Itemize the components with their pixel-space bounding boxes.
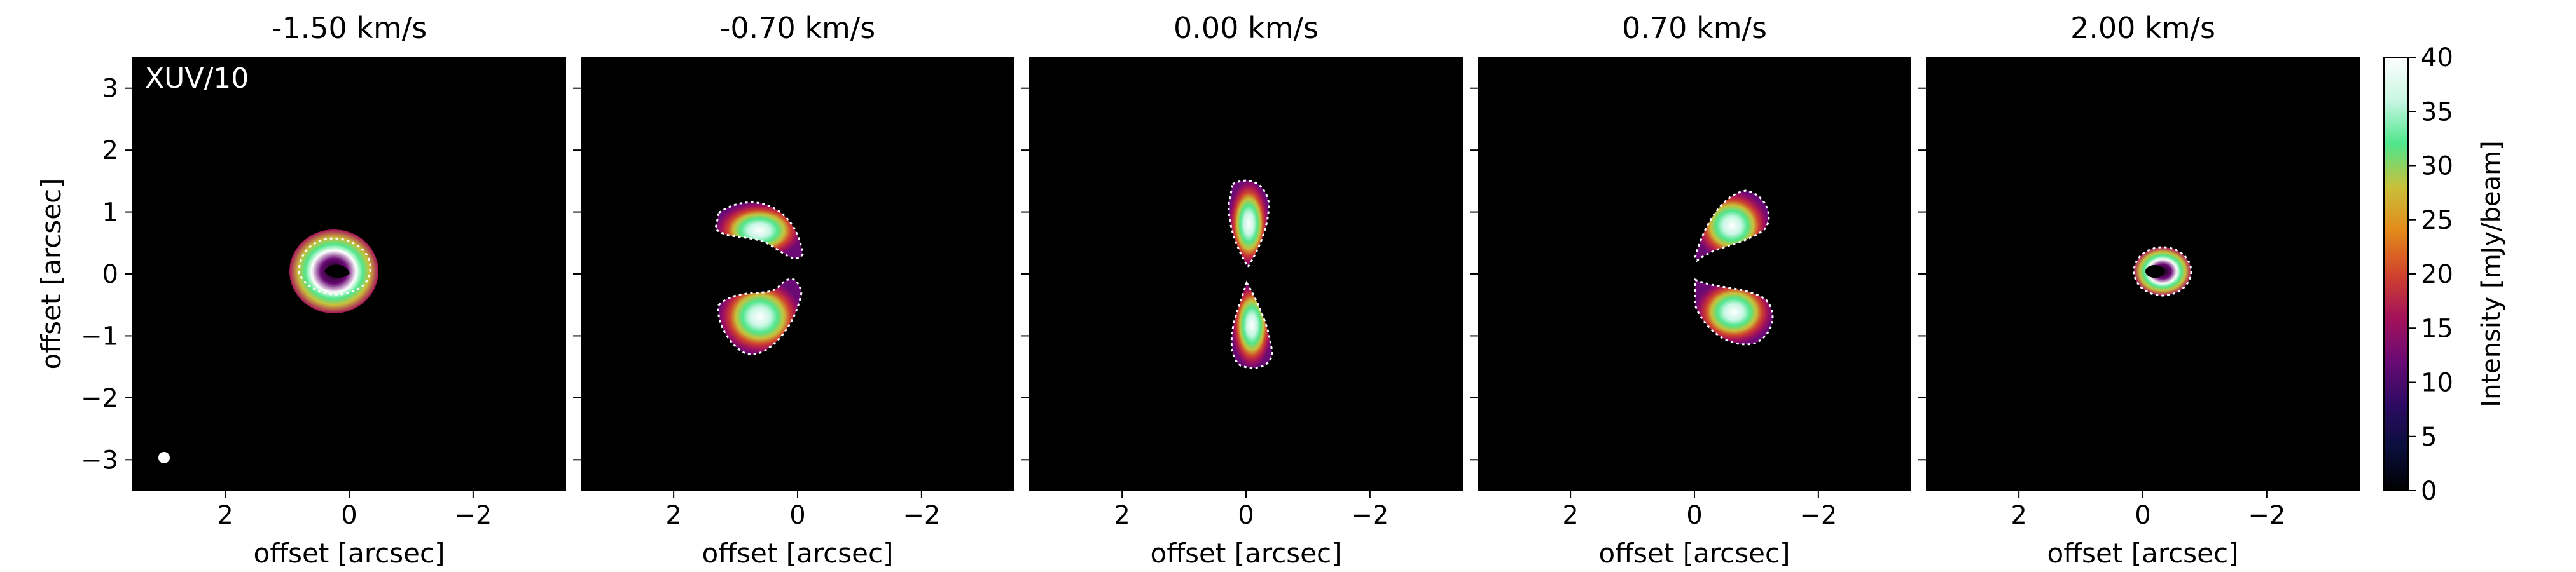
panel-1-corner-label: XUV/10 <box>145 62 249 95</box>
y-tick-label: 3 <box>102 74 118 104</box>
panel-3-background <box>1029 57 1463 491</box>
y-axis: 3 2 1 0 −1 −2 −3 <box>81 74 1926 475</box>
x-tick-label: 0 <box>341 501 357 530</box>
colorbar-tick-label: 10 <box>2421 369 2453 398</box>
x-tick-label: 2 <box>1562 501 1578 530</box>
colorbar <box>2383 57 2409 491</box>
y-tick-label: −1 <box>81 322 118 351</box>
x-axis-label-panel-2: offset [arcsec] <box>702 538 894 569</box>
panel-3-title: 0.00 km/s <box>1174 11 1319 45</box>
x-axis-label-panel-3: offset [arcsec] <box>1151 538 1342 569</box>
panel-5-emission <box>2133 246 2192 297</box>
y-tick-label: −2 <box>81 384 118 413</box>
x-tick-label: −2 <box>2248 501 2285 530</box>
colorbar-tick-label: 15 <box>2421 314 2453 343</box>
colorbar-tick-label: 30 <box>2421 152 2453 181</box>
colorbar-tick-label: 5 <box>2421 423 2437 452</box>
x-axis-label-panel-4: offset [arcsec] <box>1599 538 1790 569</box>
beam-marker <box>158 452 170 463</box>
x-tick-label: 2 <box>665 501 681 530</box>
panel-2-title: -0.70 km/s <box>720 11 876 45</box>
x-tick-label: 0 <box>1686 501 1702 530</box>
panel-1-title: -1.50 km/s <box>272 11 427 45</box>
panel-1-emission <box>158 229 378 463</box>
panel-4-emission <box>1694 189 1774 346</box>
x-tick-label: 2 <box>217 501 233 530</box>
x-tick-label: −2 <box>1351 501 1388 530</box>
x-tick-label: 2 <box>2011 501 2026 530</box>
panel-2-background <box>581 57 1014 491</box>
x-tick-label: 2 <box>1114 501 1130 530</box>
x-tick-label: −2 <box>1799 501 1837 530</box>
x-axes: 2 0 −2 2 0 −2 2 0 −2 2 0 −2 2 0 −2 <box>217 491 2285 530</box>
y-tick-label: 2 <box>102 136 118 165</box>
colorbar-ticks: 0 5 10 15 20 25 30 35 40 <box>2408 43 2453 506</box>
panel-3-emission <box>1228 179 1273 369</box>
colorbar-tick-label: 40 <box>2421 43 2453 72</box>
x-tick-label: −2 <box>454 501 492 530</box>
x-axis-label-panel-1: offset [arcsec] <box>254 538 445 569</box>
panel-5-title: 2.00 km/s <box>2070 11 2215 45</box>
x-tick-label: 0 <box>1238 501 1254 530</box>
y-tick-label: −3 <box>81 446 118 475</box>
y-axis-label: offset [arcsec] <box>36 179 67 370</box>
colorbar-tick-label: 25 <box>2421 206 2453 235</box>
colorbar-label: Intensity [mJy/beam] <box>2477 140 2506 407</box>
y-tick-label: 1 <box>102 198 118 228</box>
colorbar-tick-label: 20 <box>2421 260 2453 289</box>
x-tick-label: 0 <box>789 501 805 530</box>
colorbar-tick-label: 0 <box>2421 477 2437 506</box>
panel-4-background <box>1478 57 1911 491</box>
colorbar-tick-label: 35 <box>2421 97 2453 126</box>
y-tick-label: 0 <box>102 260 118 289</box>
panel-2-emission <box>714 201 804 356</box>
x-tick-label: −2 <box>903 501 940 530</box>
x-axis-label-panel-5: offset [arcsec] <box>2047 538 2239 569</box>
x-tick-label: 0 <box>2135 501 2150 530</box>
panel-4-title: 0.70 km/s <box>1622 11 1767 45</box>
